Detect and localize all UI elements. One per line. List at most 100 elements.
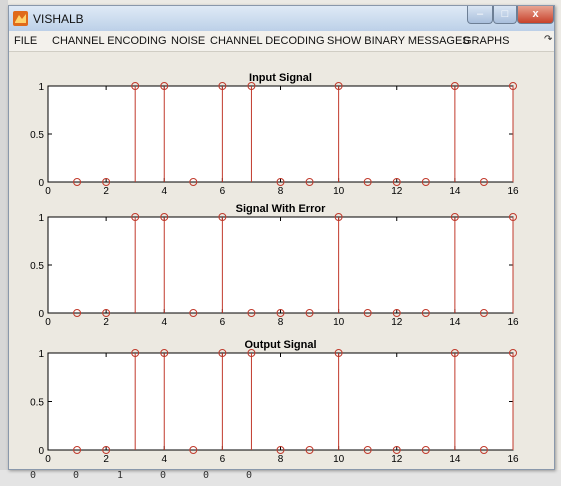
stem-marker [218,213,227,221]
stem-marker [479,446,488,454]
menu-graphs[interactable]: GRAPHS [463,35,510,47]
stem-marker [392,309,401,317]
background-digit: 1 [117,470,124,481]
close-button[interactable]: x [517,6,554,24]
y-tick-label: 0.5 [30,130,44,141]
stem-marker [392,178,401,186]
stem-marker [334,349,343,357]
plot-title: Output Signal [244,339,316,351]
menu-file[interactable]: FILE [14,35,38,47]
menu-bar: FILE CHANNEL ENCODING NOISE CHANNEL DECO… [9,31,554,52]
stem-marker [334,82,343,90]
x-tick-label: 2 [103,317,109,328]
stem-marker [247,349,256,357]
stem-marker [218,82,227,90]
stem-marker [392,446,401,454]
x-tick-label: 0 [45,454,51,465]
x-tick-label: 14 [449,317,461,328]
stem-marker [73,446,82,454]
stem-marker [189,178,198,186]
menu-noise[interactable]: NOISE [171,35,206,47]
stem-marker [450,82,459,90]
stem-marker [509,82,517,90]
stem-marker [102,178,111,186]
menu-show-binary-messages[interactable]: SHOW BINARY MESSAGES [327,35,470,47]
stem-marker [305,446,314,454]
x-tick-label: 6 [220,186,226,197]
stem-marker [218,349,227,357]
stem-marker [305,309,314,317]
background-digit: 0 [246,470,253,481]
x-tick-label: 4 [161,317,167,328]
x-tick-label: 10 [333,454,345,465]
x-tick-label: 14 [449,454,461,465]
stem-marker [73,309,82,317]
plot-frame [47,216,514,314]
stem-marker [276,178,285,186]
stem-marker [305,178,314,186]
stem-marker [450,213,459,221]
plot-title: Signal With Error [236,203,326,215]
stem-marker [363,309,372,317]
stem-marker [73,178,82,186]
y-tick-label: 1 [38,213,44,224]
x-tick-label: 4 [161,186,167,197]
plot-frame [47,85,514,183]
x-tick-label: 8 [278,186,284,197]
stem-marker [276,446,285,454]
stem-marker [363,178,372,186]
background-digit: 0 [203,470,210,481]
y-tick-label: 0 [38,178,44,189]
x-tick-label: 16 [507,317,519,328]
minimize-button[interactable]: – [467,6,493,24]
menu-channel-decoding[interactable]: CHANNEL DECODING [210,35,325,47]
y-tick-label: 0 [38,446,44,457]
stem-marker [131,349,140,357]
x-tick-label: 2 [103,186,109,197]
x-tick-label: 16 [507,454,519,465]
stem-marker [421,178,430,186]
stem-marker [334,213,343,221]
stem-marker [102,446,111,454]
x-tick-label: 10 [333,317,345,328]
x-tick-label: 6 [220,317,226,328]
stem-marker [131,82,140,90]
stem-marker [160,82,169,90]
x-tick-label: 8 [278,454,284,465]
menu-overflow-icon[interactable]: ↷ [544,34,553,45]
x-tick-label: 0 [45,186,51,197]
stem-marker [189,309,198,317]
background-digit: 0 [160,470,167,481]
y-tick-label: 0.5 [30,398,44,409]
maximize-button[interactable]: □ [493,6,517,24]
stem-marker [247,82,256,90]
y-tick-label: 1 [38,349,44,360]
x-tick-label: 2 [103,454,109,465]
y-tick-label: 1 [38,82,44,93]
title-bar[interactable]: VISHALB – □ x [9,6,554,31]
x-tick-label: 0 [45,317,51,328]
x-tick-label: 4 [161,454,167,465]
background-desktop-strip [0,0,8,486]
x-tick-label: 12 [391,317,403,328]
y-tick-label: 0 [38,309,44,320]
stem-marker [509,213,517,221]
stem-marker [479,178,488,186]
stem-marker [189,446,198,454]
menu-channel-encoding[interactable]: CHANNEL ENCODING [52,35,167,47]
stem-marker [421,446,430,454]
x-tick-label: 14 [449,186,461,197]
y-tick-label: 0.5 [30,261,44,272]
window-title: VISHALB [33,12,84,26]
stem-marker [421,309,430,317]
x-tick-label: 12 [391,454,403,465]
stem-marker [131,213,140,221]
stem-marker [479,309,488,317]
x-tick-label: 8 [278,317,284,328]
x-tick-label: 6 [220,454,226,465]
x-tick-label: 12 [391,186,403,197]
stem-marker [276,309,285,317]
stem-marker [450,349,459,357]
stem-marker [247,309,256,317]
